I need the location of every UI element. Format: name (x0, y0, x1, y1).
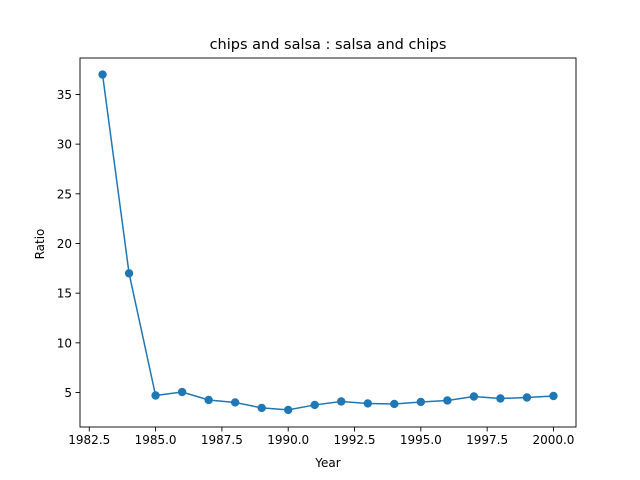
y-tick-label: 5 (64, 386, 72, 400)
x-tick-label: 1992.5 (334, 433, 376, 447)
data-point (337, 397, 346, 406)
axes-frame (79, 57, 577, 428)
data-point (496, 394, 505, 403)
y-tick-label: 35 (57, 88, 72, 102)
data-point (257, 403, 266, 413)
data-point (549, 391, 558, 401)
x-tick-label: 2000.0 (532, 433, 574, 447)
x-tick-label: 1995.0 (400, 433, 442, 447)
data-point (98, 70, 107, 79)
x-tick-label: 1997.5 (466, 433, 508, 447)
y-axis-label: Ratio (33, 229, 47, 260)
x-tick-label: 1982.5 (68, 433, 110, 447)
y-tick-label: 30 (57, 138, 72, 152)
data-point (443, 396, 452, 405)
x-tick-label: 1987.5 (201, 433, 243, 447)
data-point (151, 391, 160, 400)
data-point (204, 395, 213, 405)
y-tick-label: 25 (57, 187, 72, 201)
data-point (124, 269, 134, 278)
x-tick-label: 1990.0 (267, 433, 309, 447)
data-point (230, 398, 240, 407)
data-point (363, 399, 372, 408)
y-tick-label: 10 (57, 336, 72, 350)
data-point (310, 400, 319, 410)
plot-area: 1982.5 1985.0 1987.5 1990.0 1992.5 1995.0 1997… (57, 57, 577, 447)
y-tick-label: 15 (57, 287, 72, 301)
y-tick-label: 20 (57, 237, 72, 251)
data-point (469, 392, 479, 401)
series-line (101, 74, 554, 411)
chart-title: chips and salsa : salsa and chips (210, 37, 447, 53)
x-axis-label: Year (314, 456, 340, 470)
data-point (416, 397, 426, 407)
data-point (522, 393, 532, 402)
x-tick-label: 1985.0 (135, 433, 177, 447)
data-point (284, 405, 293, 415)
data-point (177, 387, 187, 397)
data-point (390, 399, 399, 409)
